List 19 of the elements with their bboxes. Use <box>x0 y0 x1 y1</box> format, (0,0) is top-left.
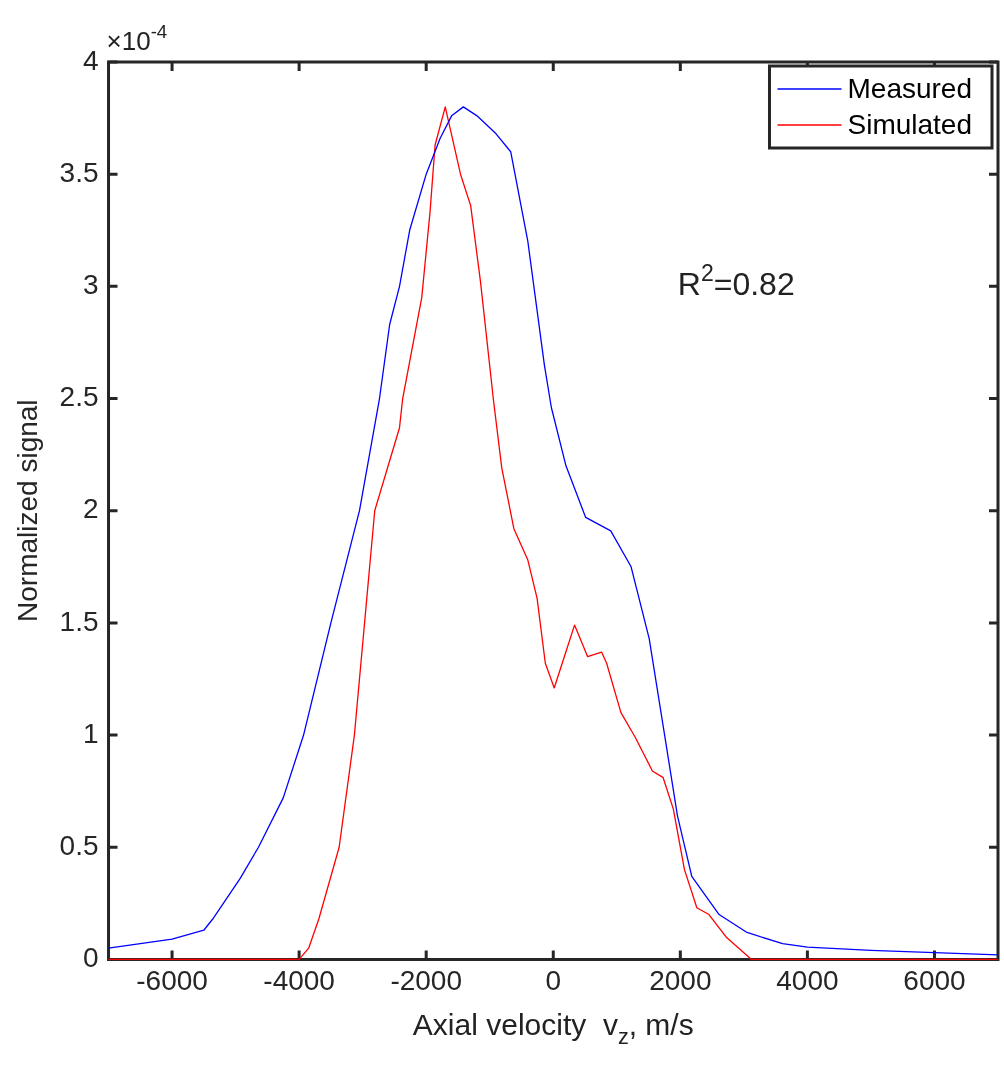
y-tick-label: 0 <box>82 942 99 974</box>
x-tick-label: 6000 <box>903 964 966 996</box>
y-tick-label: 3 <box>82 269 99 301</box>
y-tick-label: 1.5 <box>59 605 99 637</box>
y-tick-label: 2.5 <box>59 381 99 413</box>
x-tick-label: -2000 <box>390 964 463 996</box>
y-tick-label: 4 <box>82 44 99 76</box>
legend-label: Simulated <box>847 108 973 140</box>
x-tick-label: -6000 <box>136 964 208 996</box>
y-tick-label: 1 <box>82 717 99 749</box>
y-tick-label: 2 <box>82 493 99 525</box>
y-tick-label: 3.5 <box>59 156 99 188</box>
legend-label: Measured <box>847 72 973 104</box>
y-axis-title: Normalized signal <box>11 399 43 622</box>
y-tick-label: 0.5 <box>59 829 99 861</box>
x-tick-label: 4000 <box>776 964 839 996</box>
x-tick-label: 0 <box>545 964 562 996</box>
x-tick-label: 2000 <box>649 964 712 996</box>
x-tick-label: -4000 <box>263 964 335 996</box>
